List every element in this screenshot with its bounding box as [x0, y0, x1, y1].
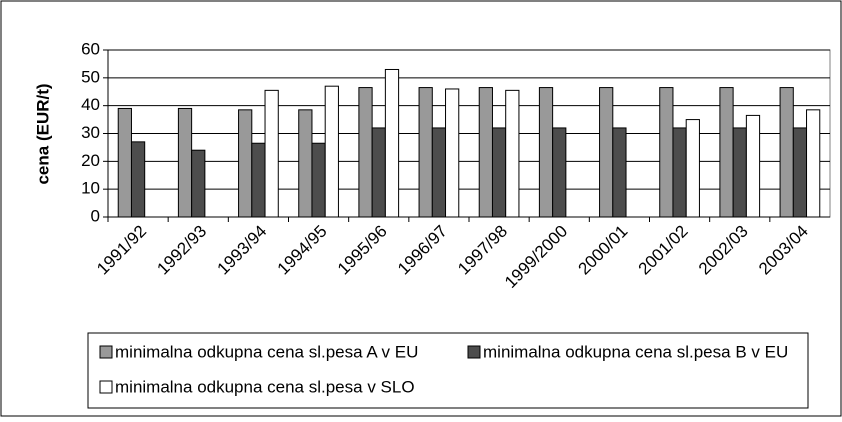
y-tick-label: 60	[81, 39, 100, 58]
bar	[552, 127, 567, 218]
bar	[251, 142, 266, 218]
y-tick-label: 50	[81, 67, 100, 86]
y-tick-label: 20	[81, 151, 100, 170]
y-tick-label: 10	[81, 179, 100, 198]
y-tick-label: 40	[81, 95, 100, 114]
y-axis-title: cena (EUR/t)	[33, 83, 52, 184]
bar	[505, 89, 520, 218]
legend-label: minimalna odkupna cena sl.pesa A v EU	[115, 342, 418, 361]
bar	[599, 87, 614, 218]
legend-swatch	[467, 345, 481, 359]
bar	[298, 109, 313, 218]
bar	[538, 87, 554, 218]
bar	[117, 107, 132, 218]
bar	[238, 109, 253, 218]
bar	[478, 87, 493, 218]
bar	[311, 142, 326, 218]
bar	[719, 87, 734, 218]
legend-label: minimalna odkupna cena sl.pesa B v EU	[483, 342, 788, 361]
bar	[191, 149, 206, 218]
bar	[445, 88, 460, 218]
bar	[685, 119, 700, 218]
legend-box	[87, 332, 809, 409]
bar	[130, 141, 146, 218]
bar	[264, 89, 279, 218]
bar	[371, 127, 386, 218]
y-tick-label: 0	[91, 206, 100, 225]
bar	[358, 87, 373, 218]
bar	[418, 87, 433, 218]
bar	[806, 109, 821, 218]
bar	[659, 87, 674, 218]
bar	[612, 127, 627, 218]
bar	[732, 127, 747, 218]
bar	[745, 114, 761, 218]
legend-label: minimalna odkupna cena sl.pesa v SLO	[115, 377, 415, 396]
y-tick-label: 30	[81, 123, 100, 142]
bar	[384, 68, 400, 218]
legend-swatch	[99, 380, 113, 394]
bar	[672, 127, 687, 218]
bar	[779, 87, 794, 218]
bar	[324, 85, 339, 218]
legend-swatch	[99, 345, 113, 359]
bar	[177, 107, 193, 218]
bar	[792, 127, 808, 218]
bar	[491, 127, 507, 218]
bar	[431, 127, 447, 218]
